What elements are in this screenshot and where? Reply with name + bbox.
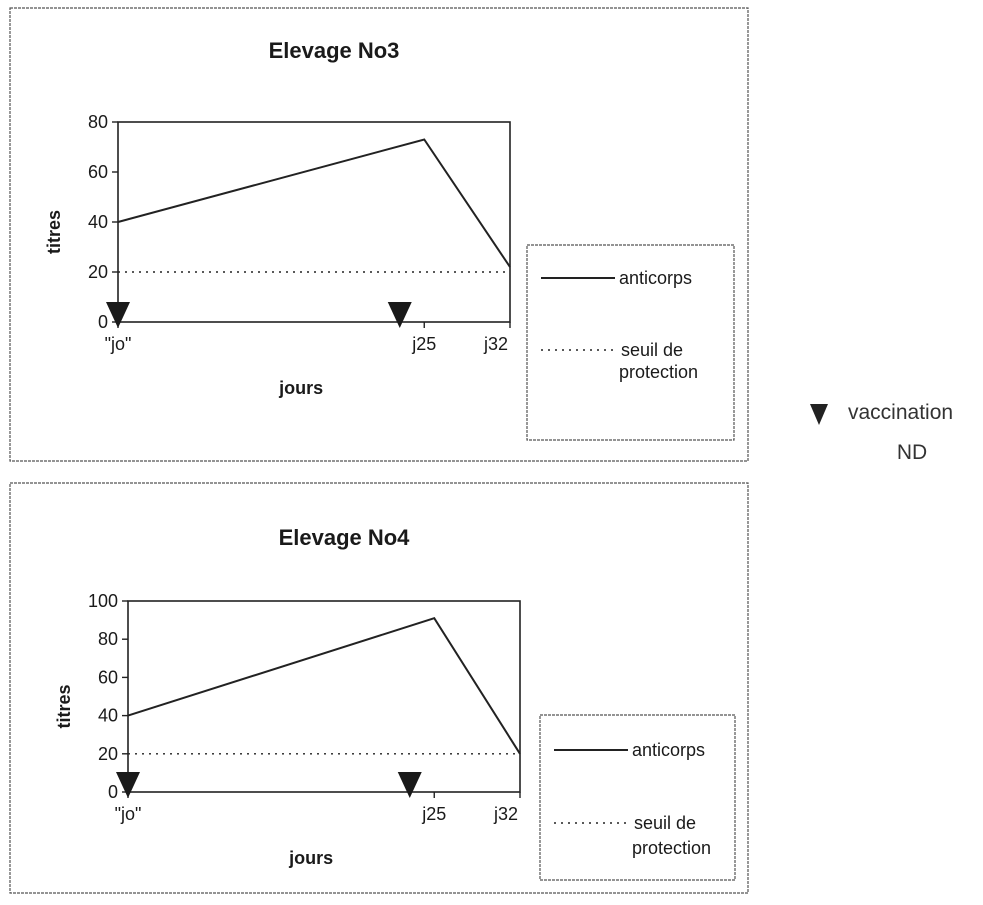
legend-label-seuil: seuil de protection: [619, 340, 698, 382]
legend-label-seuil-line2: protection: [632, 838, 711, 858]
legend-box: [539, 714, 736, 881]
y-tick-label: 20: [98, 744, 118, 764]
x-tick-label: j25: [411, 334, 436, 354]
y-tick-label: 40: [88, 212, 108, 232]
y-tick-label: 60: [98, 667, 118, 687]
x-tick-label: "jo": [105, 334, 132, 354]
side-legend: vaccination ND: [810, 401, 953, 464]
legend-label-seuil: seuil de protection: [632, 813, 711, 858]
chart-title: Elevage No4: [279, 525, 411, 550]
legend-label-anticorps: anticorps: [632, 740, 705, 760]
y-tick-label: 0: [108, 782, 118, 802]
vaccination-marker: [397, 772, 422, 798]
x-tick-label: "jo": [115, 804, 142, 824]
y-tick-label: 40: [98, 706, 118, 726]
x-tick-label: j32: [483, 334, 508, 354]
series-line-anticorps: [117, 138, 511, 268]
y-tick-label: 80: [88, 112, 108, 132]
y-tick-label: 60: [88, 162, 108, 182]
y-axis-label: titres: [54, 684, 74, 728]
legend-label-seuil-line1: seuil de: [634, 813, 696, 833]
x-tick-label: j32: [493, 804, 518, 824]
vaccination-marker: [116, 772, 140, 798]
chart-frame: [9, 482, 749, 894]
y-axis-label: titres: [44, 210, 64, 254]
triangle-down-icon: [810, 404, 828, 425]
y-tick-label: 80: [98, 629, 118, 649]
legend-label-anticorps: anticorps: [619, 268, 692, 288]
y-tick-label: 100: [88, 591, 118, 611]
series-line-anticorps: [127, 617, 521, 755]
chart-title: Elevage No3: [269, 38, 400, 63]
vaccination-marker: [106, 302, 130, 328]
legend-box: [526, 244, 735, 441]
x-axis-label: jours: [288, 848, 333, 868]
chart-1: Elevage No3 0 20 40 60 80 "jo" j25 j32 jours titre…: [9, 7, 749, 462]
side-legend-line1: vaccination: [848, 401, 953, 424]
legend-label-seuil-line1: seuil de: [621, 340, 683, 360]
x-axis-label: jours: [278, 378, 323, 398]
chart-frame: [9, 7, 749, 462]
legend-label-seuil-line2: protection: [619, 362, 698, 382]
vaccination-marker: [387, 302, 412, 328]
plot-area: [117, 121, 511, 323]
x-tick-label: j25: [421, 804, 446, 824]
side-legend-line2: ND: [897, 441, 927, 464]
y-tick-label: 20: [88, 262, 108, 282]
y-tick-label: 0: [98, 312, 108, 332]
chart-2: Elevage No4 0 20 40 60 80 100 "jo" j25 j32 jours ti…: [9, 482, 749, 894]
plot-area: [127, 600, 521, 793]
